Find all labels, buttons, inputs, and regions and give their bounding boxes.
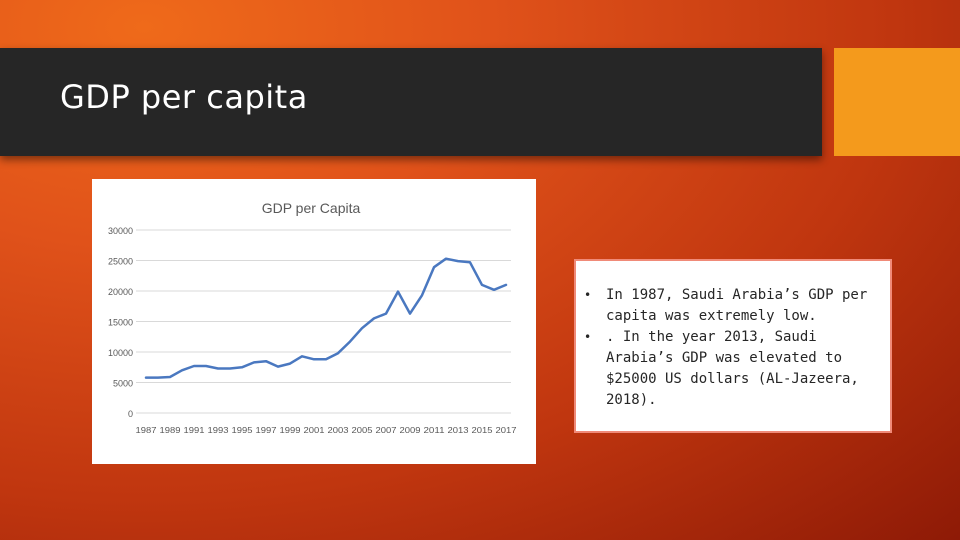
y-tick-label: 20000: [108, 287, 133, 297]
y-tick-label: 15000: [108, 318, 133, 328]
x-tick-label: 1995: [232, 425, 253, 435]
text-card: In 1987, Saudi Arabia’s GDP per capita w…: [574, 259, 892, 433]
x-tick-label: 2009: [400, 425, 421, 435]
x-tick-label: 1999: [280, 425, 301, 435]
x-tick-label: 2007: [376, 425, 397, 435]
x-tick-label: 2013: [448, 425, 469, 435]
gdp-series-line: [144, 257, 508, 379]
chart-card: GDP per Capita 0 5000 10000 15000 20000 25000…: [92, 179, 536, 464]
title-bar: [0, 48, 822, 156]
y-tick-label: 0: [128, 409, 133, 419]
bullet-item: In 1987, Saudi Arabia’s GDP per capita w…: [584, 285, 884, 327]
x-tick-label: 1987: [136, 425, 157, 435]
chart-series: [144, 257, 508, 379]
x-tick-label: 1991: [184, 425, 205, 435]
x-tick-label: 2015: [472, 425, 493, 435]
x-tick-label: 2011: [424, 425, 445, 435]
bullet-list: In 1987, Saudi Arabia’s GDP per capita w…: [584, 285, 884, 411]
y-tick-label: 10000: [108, 348, 133, 358]
chart-title: GDP per Capita: [262, 200, 361, 216]
y-axis-ticks: 0 5000 10000 15000 20000 25000 30000: [108, 226, 133, 419]
y-tick-label: 30000: [108, 226, 133, 236]
y-tick-label: 5000: [113, 379, 133, 389]
x-tick-label: 2005: [352, 425, 373, 435]
accent-box: [834, 48, 960, 156]
slide-title: GDP per capita: [60, 78, 308, 116]
bullet-item: . In the year 2013, Saudi Arabia’s GDP w…: [584, 327, 884, 411]
y-tick-label: 25000: [108, 257, 133, 267]
chart-gridlines: [136, 229, 511, 414]
gdp-line-chart: GDP per Capita 0 5000 10000 15000 20000 25000…: [108, 200, 517, 435]
x-tick-label: 2001: [304, 425, 325, 435]
x-tick-label: 2003: [328, 425, 349, 435]
x-tick-label: 1989: [160, 425, 181, 435]
x-tick-label: 1993: [208, 425, 229, 435]
x-axis-ticks: 1987 1989 1991 1993 1995 1997 1999 2001 2003 2005…: [136, 425, 517, 435]
x-tick-label: 1997: [256, 425, 277, 435]
x-tick-label: 2017: [496, 425, 517, 435]
